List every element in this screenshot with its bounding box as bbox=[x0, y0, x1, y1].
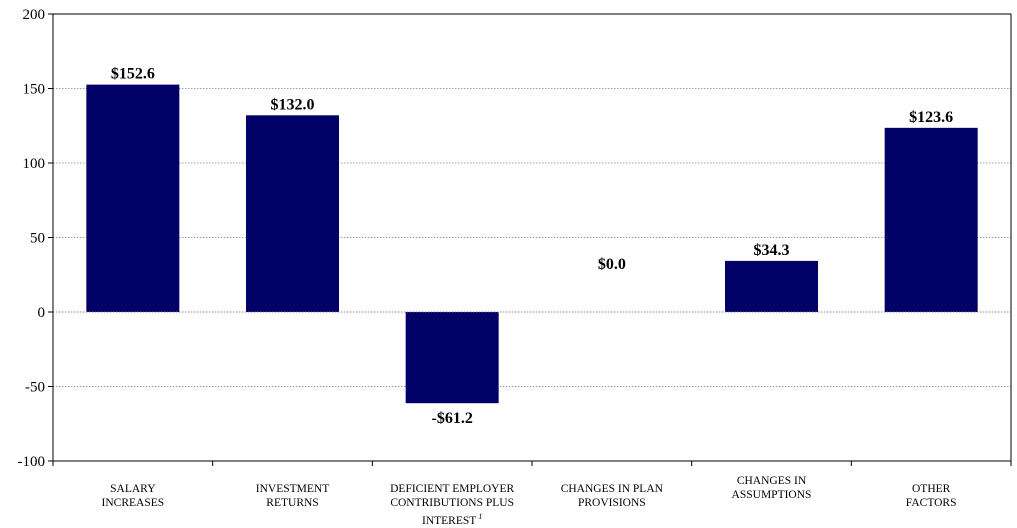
x-tick-label-line: CHANGES IN PLAN bbox=[560, 483, 663, 495]
x-tick-label-line: PROVISIONS bbox=[577, 497, 646, 509]
x-tick-label-line: FACTORS bbox=[905, 497, 957, 509]
data-label: $34.3 bbox=[754, 242, 790, 259]
x-tick-label-line: CONTRIBUTIONS PLUS bbox=[390, 497, 514, 509]
bar bbox=[884, 127, 978, 312]
data-label: $0.0 bbox=[598, 256, 626, 273]
x-tick-label: SALARY INCREASES bbox=[58, 482, 208, 510]
y-tick-label: -100 bbox=[18, 454, 46, 470]
y-tick-label: 200 bbox=[23, 7, 46, 23]
y-tick-label: 150 bbox=[23, 82, 46, 98]
data-label: $132.0 bbox=[271, 96, 315, 113]
x-tick-label: INVESTMENT RETURNS bbox=[218, 482, 368, 510]
bar bbox=[246, 115, 339, 312]
x-tick-label-line: SALARY bbox=[110, 483, 156, 495]
x-tick-label: CHANGES IN PLAN PROVISIONS bbox=[537, 482, 687, 510]
bar bbox=[725, 260, 818, 312]
x-tick-label-line: RETURNS bbox=[266, 497, 319, 509]
data-label: $123.6 bbox=[909, 109, 953, 126]
data-label: -$61.2 bbox=[432, 410, 473, 427]
x-tick-label: DEFICIENT EMPLOYER CONTRIBUTIONS PLUS INTE… bbox=[377, 482, 527, 528]
footnote-marker: 1 bbox=[476, 512, 483, 521]
x-tick-label: OTHER FACTORS bbox=[856, 482, 1006, 510]
y-tick-label: -50 bbox=[25, 380, 45, 396]
bar bbox=[405, 312, 499, 404]
y-tick-label: 50 bbox=[30, 231, 45, 247]
x-tick-label-line: CHANGES IN bbox=[736, 475, 807, 487]
data-label: $152.6 bbox=[111, 66, 155, 83]
x-tick-label-line: INVESTMENT bbox=[255, 483, 330, 495]
x-tick-label-line: DEFICIENT EMPLOYER bbox=[390, 483, 515, 495]
y-tick-label: 100 bbox=[23, 156, 46, 172]
x-tick-label-line: INTEREST 1 bbox=[422, 512, 483, 527]
x-tick-label: CHANGES IN ASSUMPTIONS bbox=[697, 474, 847, 502]
x-tick-label-line: OTHER bbox=[911, 483, 951, 495]
x-tick-label-line: ASSUMPTIONS bbox=[731, 489, 812, 501]
y-tick-label: 0 bbox=[38, 305, 46, 321]
bar bbox=[86, 84, 180, 312]
x-tick-label-line: INCREASES bbox=[101, 497, 165, 509]
